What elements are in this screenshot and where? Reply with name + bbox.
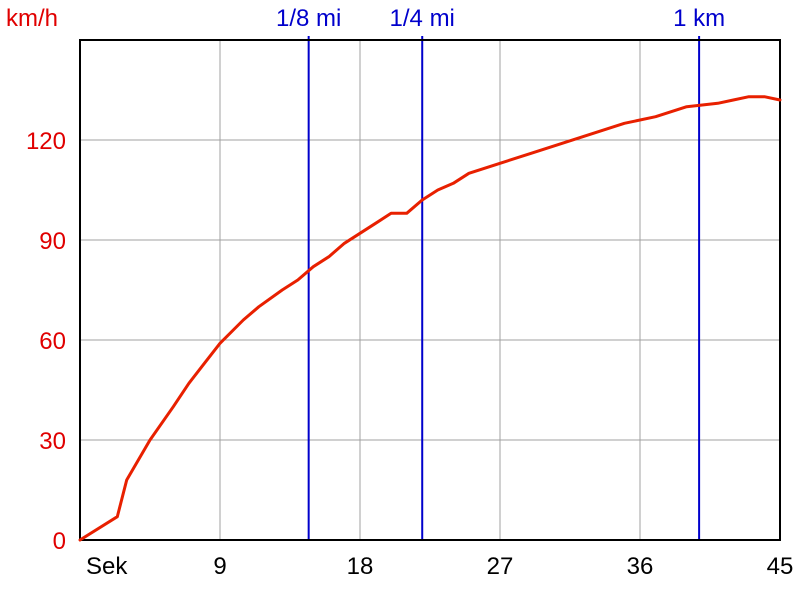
x-tick-label: 27: [487, 553, 514, 580]
series-layer: [78, 95, 782, 542]
y-tick-label: 120: [26, 128, 66, 155]
grid: [80, 40, 781, 541]
x-tick-label: 18: [347, 553, 374, 580]
x-tick-label: 9: [213, 553, 226, 580]
y-axis-unit-label: km/h: [6, 5, 58, 32]
speed-series-line: [78, 95, 782, 542]
x-tick-label: 45: [767, 553, 794, 580]
y-tick-label: 60: [39, 328, 66, 355]
distance-markers: 1/8 mi 1/4 mi 1 km: [276, 5, 725, 540]
distance-marker-label: 1/4 mi: [390, 5, 455, 32]
x-tick-label: 36: [627, 553, 654, 580]
distance-marker-label: 1 km: [673, 5, 725, 32]
y-tick-label: 0: [53, 528, 66, 555]
y-tick-labels: 0 30 60 90 120: [26, 128, 66, 555]
x-axis-unit-label: Sek: [86, 553, 128, 580]
y-tick-label: 30: [39, 428, 66, 455]
distance-marker-label: 1/8 mi: [276, 5, 341, 32]
x-tick-labels: 9 18 27 36 45: [213, 553, 793, 580]
y-tick-label: 90: [39, 228, 66, 255]
plot-frame: [79, 39, 781, 541]
